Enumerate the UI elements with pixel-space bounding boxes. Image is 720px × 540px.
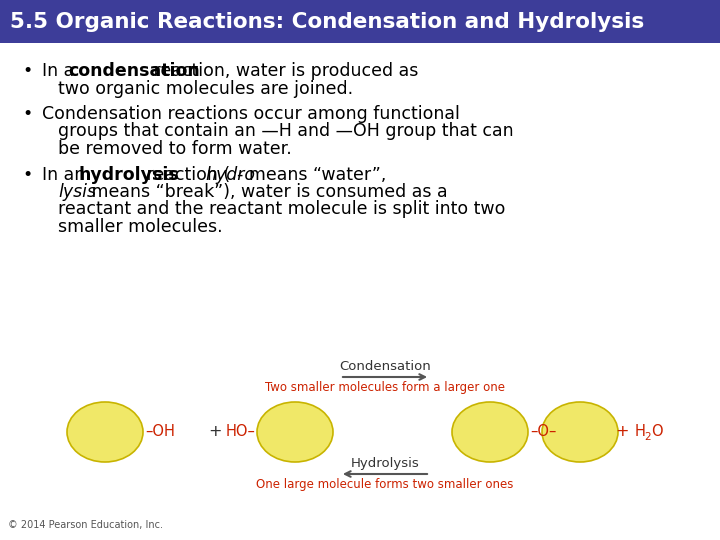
Text: One large molecule forms two smaller ones: One large molecule forms two smaller one… — [256, 478, 513, 491]
Text: reactant and the reactant molecule is split into two: reactant and the reactant molecule is sp… — [58, 200, 505, 219]
Text: lysis: lysis — [58, 183, 96, 201]
Text: In an: In an — [42, 165, 91, 184]
Text: HO–: HO– — [226, 424, 256, 440]
Text: reaction (: reaction ( — [141, 165, 230, 184]
Text: hydro: hydro — [205, 165, 255, 184]
Ellipse shape — [542, 402, 618, 462]
Text: +: + — [208, 424, 222, 440]
Ellipse shape — [452, 402, 528, 462]
Text: •: • — [22, 62, 32, 80]
Text: 5.5 Organic Reactions: Condensation and Hydrolysis: 5.5 Organic Reactions: Condensation and … — [10, 12, 644, 32]
Text: –OH: –OH — [145, 424, 175, 440]
Text: •: • — [22, 105, 32, 123]
Text: +: + — [616, 424, 629, 440]
Text: H: H — [635, 424, 646, 440]
Text: In a: In a — [42, 62, 80, 80]
Text: means “break”), water is consumed as a: means “break”), water is consumed as a — [86, 183, 448, 201]
Text: © 2014 Pearson Education, Inc.: © 2014 Pearson Education, Inc. — [8, 520, 163, 530]
Text: condensation: condensation — [68, 62, 199, 80]
Text: Hydrolysis: Hydrolysis — [351, 457, 419, 470]
Text: - means “water”,: - means “water”, — [237, 165, 387, 184]
Text: two organic molecules are joined.: two organic molecules are joined. — [58, 79, 353, 98]
Ellipse shape — [257, 402, 333, 462]
Text: groups that contain an —H and —OH group that can: groups that contain an —H and —OH group … — [58, 123, 513, 140]
Text: Condensation reactions occur among functional: Condensation reactions occur among funct… — [42, 105, 460, 123]
Text: Condensation: Condensation — [339, 360, 431, 373]
Text: O: O — [651, 424, 662, 440]
Ellipse shape — [67, 402, 143, 462]
Text: be removed to form water.: be removed to form water. — [58, 140, 292, 158]
Text: reaction, water is produced as: reaction, water is produced as — [148, 62, 418, 80]
Text: •: • — [22, 165, 32, 184]
Text: hydrolysis: hydrolysis — [79, 165, 180, 184]
Bar — [0, 0, 720, 43]
Text: smaller molecules.: smaller molecules. — [58, 218, 222, 236]
Text: 2: 2 — [644, 432, 651, 442]
Text: –O–: –O– — [530, 424, 557, 440]
Text: Two smaller molecules form a larger one: Two smaller molecules form a larger one — [265, 381, 505, 394]
